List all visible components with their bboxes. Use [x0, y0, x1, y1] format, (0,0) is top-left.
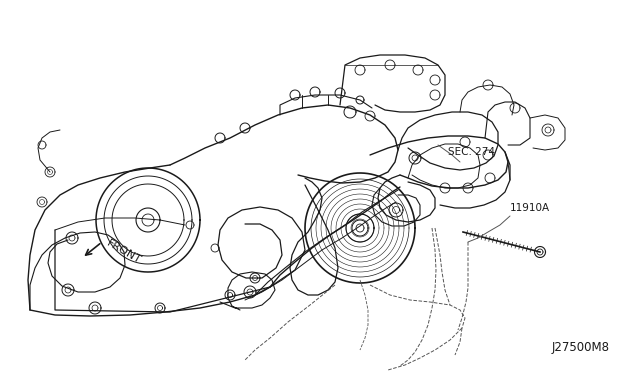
Text: J27500M8: J27500M8 [552, 341, 610, 354]
Text: FRONT: FRONT [105, 238, 143, 266]
Text: SEC. 274: SEC. 274 [448, 147, 495, 157]
Text: 11910A: 11910A [510, 203, 550, 213]
